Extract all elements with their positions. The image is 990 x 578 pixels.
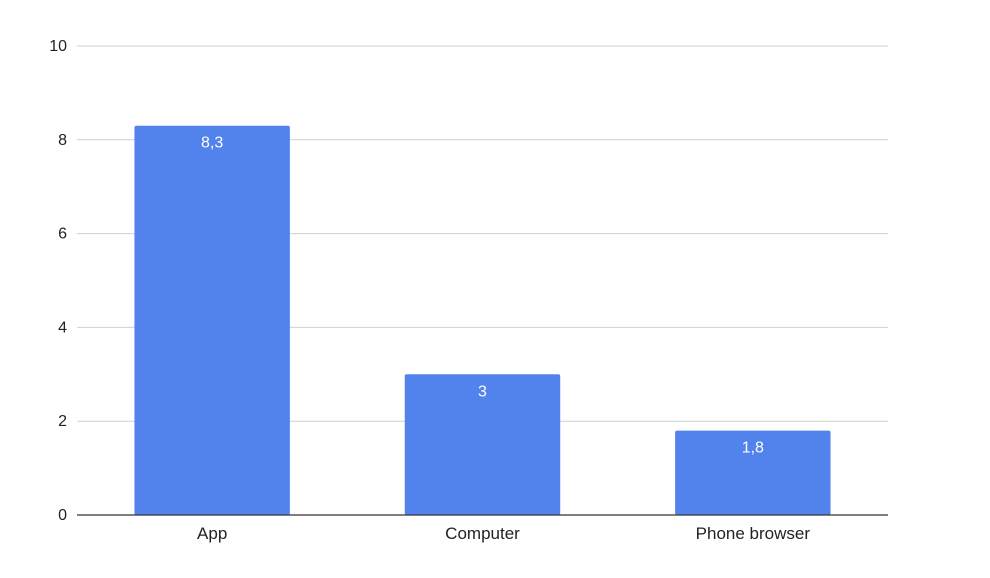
data-labels: 8,3 3 1,8 [201, 135, 764, 457]
bar-value-label: 8,3 [201, 135, 223, 152]
y-tick-label: 8 [58, 132, 67, 149]
bar-computer [404, 374, 561, 515]
x-category-label: Phone browser [696, 524, 811, 543]
bar-app [134, 125, 290, 515]
y-tick-label: 6 [58, 226, 67, 243]
bar-value-label: 1,8 [742, 440, 764, 457]
x-category-label: App [197, 524, 227, 543]
y-tick-label: 4 [58, 319, 67, 336]
y-tick-label: 0 [58, 507, 67, 524]
x-category-label: Computer [445, 524, 520, 543]
bars [134, 125, 831, 515]
y-tick-label: 2 [58, 413, 67, 430]
y-axis-tick-labels: 0 2 4 6 8 10 [49, 38, 67, 524]
y-tick-label: 10 [49, 38, 67, 55]
bar-phone-browser [675, 430, 831, 515]
x-axis-category-labels: App Computer Phone browser [197, 524, 810, 543]
bar-value-label: 3 [478, 383, 487, 400]
